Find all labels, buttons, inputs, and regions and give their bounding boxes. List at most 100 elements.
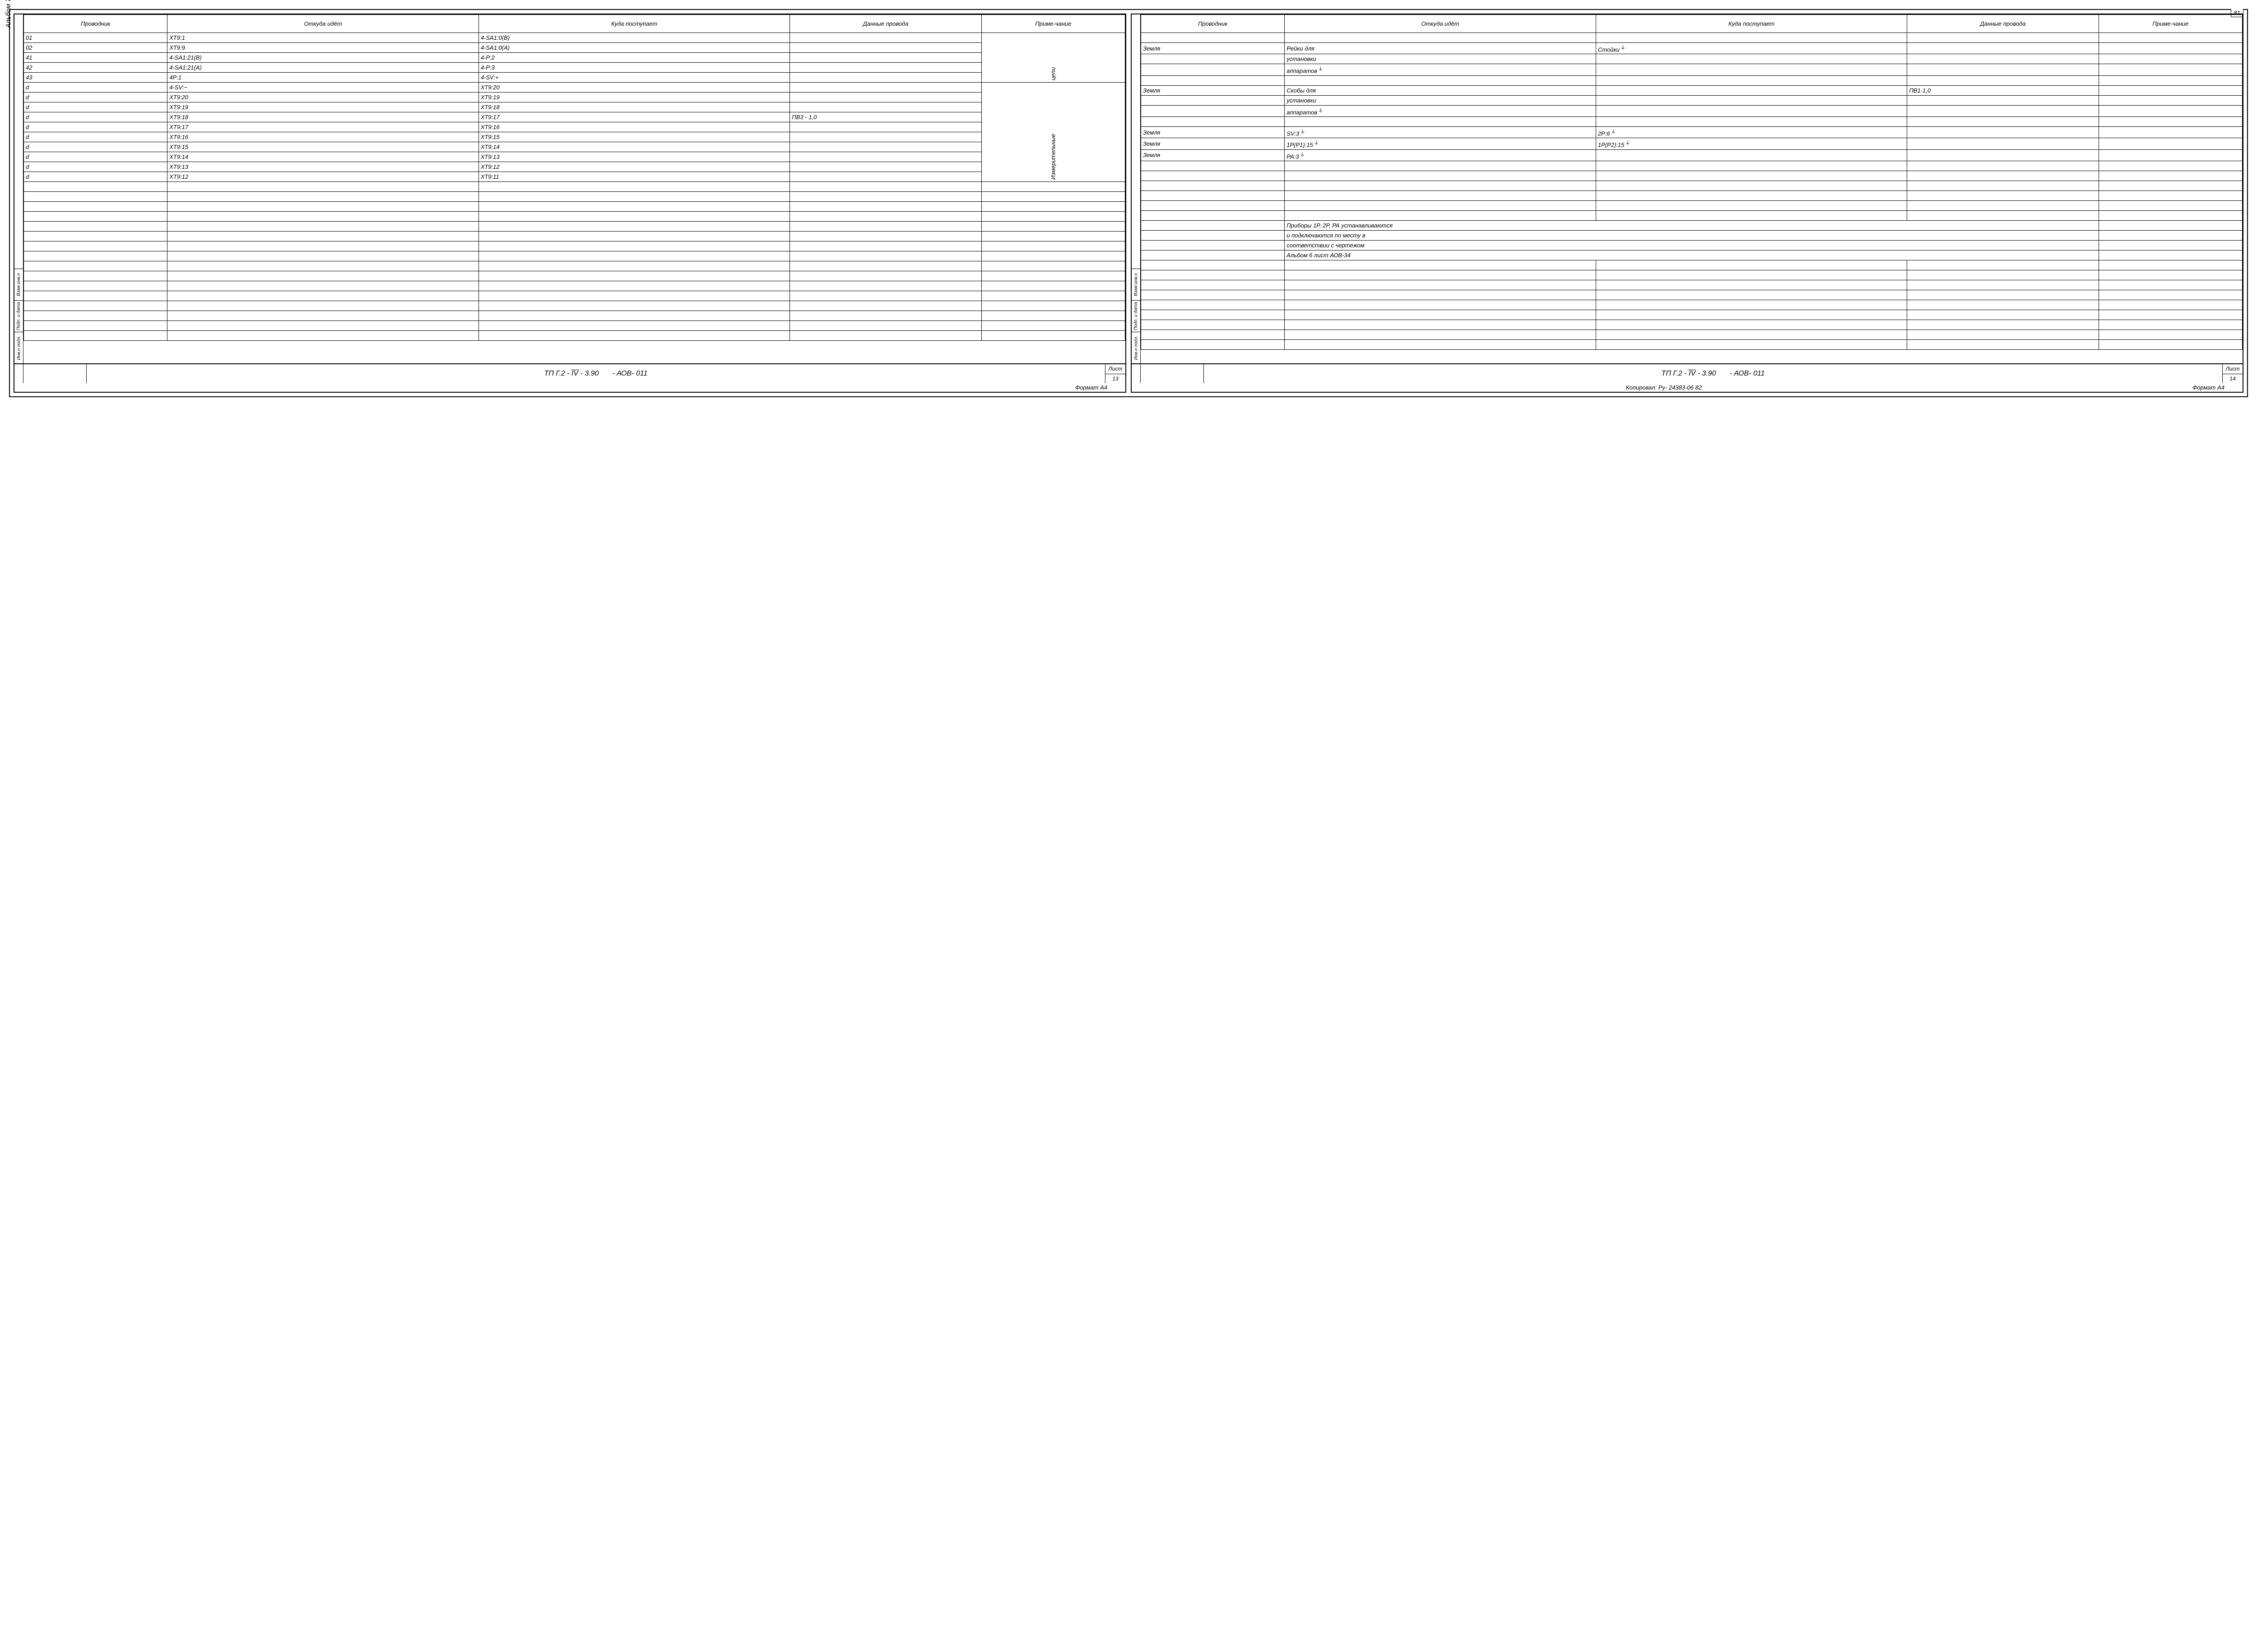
cell-empty [1907,329,2099,339]
th-note: Приме-чание [2099,15,2242,33]
table-row: ЗемляРейки дляСтойки [1141,43,2243,54]
cell-empty [1907,210,2099,220]
cell-wiredata [790,63,981,73]
cell-empty [24,321,167,331]
table-row [1141,260,2243,270]
cell-conductor: Земля [1141,149,1285,161]
cell-empty [1907,161,2099,171]
format-label: Формат А4 [2192,384,2224,391]
titleblock-right: ТП Г.2 - I̅V̅ - 3.90 - АОВ- 011 Лист 14 [1132,363,2243,383]
cell-note [2099,138,2242,149]
table-row [24,241,1125,251]
table-row [1141,310,2243,320]
cell-empty [167,202,479,212]
cell-empty [24,212,167,222]
cell-empty [2099,329,2242,339]
table-row [24,182,1125,192]
table-row: установки [1141,95,2243,105]
table-row [24,271,1125,281]
cell-empty [2099,260,2242,270]
cell-empty [1596,210,1907,220]
cell-empty [1596,280,1907,290]
table-row [24,291,1125,301]
cell-note [2099,95,2242,105]
cell-empty [167,251,479,261]
table-row: ЗемляСкобы дляПВ1-1,0 [1141,85,2243,95]
cell-note [2099,240,2242,250]
cell-empty [1596,171,1907,181]
cell-wiredata [1907,54,2099,64]
cell-empty [1141,270,1285,280]
cell-from: XT9:18 [167,112,479,122]
cell-empty [1141,339,1285,349]
stub-label: Взам.инв.н [1133,273,1138,296]
cell-empty [981,271,1125,281]
cell-conductor: d [24,142,167,152]
cell-empty [478,301,790,311]
table-row [24,251,1125,261]
cell-to [1596,33,1907,43]
cell-empty [1141,280,1285,290]
cell-empty [478,331,790,341]
cell-note [2099,105,2242,116]
cell-to [1596,64,1907,75]
note-line: Альбом 6 лист АОВ-34 [1285,250,2099,260]
stub-label: Инв.н подл. [1133,336,1138,360]
titleblock-left: ТП Г.2 - I̅V̅ - 3.90 - АОВ- 011 Лист 13 [14,363,1125,383]
cell-note [2099,75,2242,85]
cell-conductor [1141,64,1285,75]
cell-to: XT9:15 [478,132,790,142]
cell-conductor [1141,75,1285,85]
cell-empty [478,291,790,301]
cell-empty [1285,190,1596,200]
cell-empty [790,311,981,321]
cell-empty [167,321,479,331]
cell-note [2099,33,2242,43]
sheet-right: Взам.инв.н Подп. и дата Инв.н подл. Пров… [1131,14,2243,393]
cell-wiredata [1907,43,2099,54]
table-row [1141,339,2243,349]
cell-empty [1141,210,1285,220]
cell-empty [1285,171,1596,181]
cell-to: 4-P:2 [478,53,790,63]
cell-to [1596,85,1907,95]
cell-empty [2099,200,2242,210]
cell-empty [24,311,167,321]
cell-empty [167,331,479,341]
cell-conductor [1141,54,1285,64]
cell-from: аппаратов [1285,64,1596,75]
table-row [24,232,1125,241]
cell-empty [1596,260,1907,270]
cell-wiredata: ПВ3 - 1,0 [790,112,981,122]
cell-to: XT9:16 [478,122,790,132]
cell-empty [167,241,479,251]
cell-empty [981,222,1125,232]
cell-conductor: 42 [24,63,167,73]
cell-empty [2099,320,2242,329]
cell-empty [1907,270,2099,280]
cell-wiredata: ПВ1-1,0 [1907,85,2099,95]
cell-empty [1141,171,1285,181]
cell-empty [1285,339,1596,349]
table-row [24,222,1125,232]
cell-conductor [1141,230,1285,240]
table-row [1141,116,2243,126]
cell-empty [981,182,1125,192]
cell-wiredata [790,122,981,132]
cell-empty [24,182,167,192]
table-row [1141,320,2243,329]
cell-empty [478,212,790,222]
table-row: dXT9:13XT9:12 [24,162,1125,172]
table-row: 02XT9:94-SA1:0(A) [24,43,1125,53]
cell-empty [790,301,981,311]
sheet-pair: 81 Альбом 7 Взам.инв.н Подп. и дата Инв.… [9,9,2248,397]
cell-conductor [1141,105,1285,116]
cell-wiredata [790,43,981,53]
table-row [1141,33,2243,43]
cell-empty [2099,300,2242,310]
cell-conductor: Земля [1141,85,1285,95]
note-vertical: Измерительные [981,83,1125,182]
table-row: аппаратов [1141,105,2243,116]
table-row [24,321,1125,331]
cell-note [2099,126,2242,138]
